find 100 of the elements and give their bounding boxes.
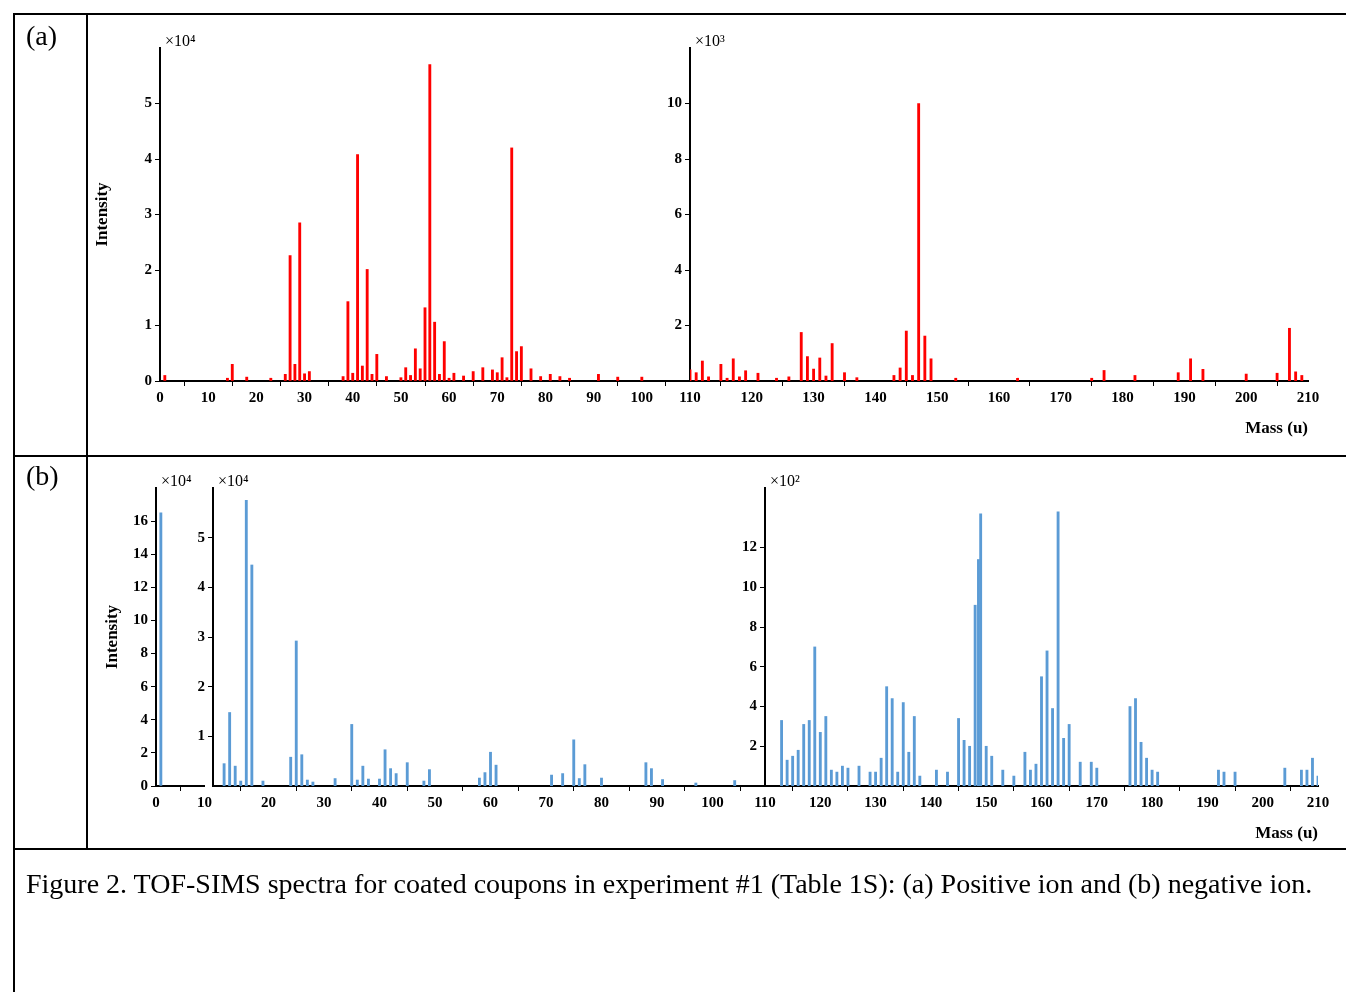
bar — [550, 774, 553, 786]
bar — [558, 376, 562, 381]
x-tick-label: 150 — [925, 388, 949, 405]
bar — [912, 716, 916, 786]
bar — [539, 376, 543, 381]
bar — [694, 782, 698, 786]
bar — [233, 765, 237, 786]
bar — [1051, 708, 1054, 786]
bar — [968, 745, 972, 786]
x-tick-label: 60 — [441, 388, 457, 405]
x-tick-label: 70 — [538, 793, 554, 810]
x-tick-label: 170 — [1049, 388, 1073, 405]
bar — [572, 739, 576, 786]
x-tick-label: 120 — [809, 793, 832, 810]
bar — [385, 376, 388, 381]
bar — [785, 759, 789, 786]
bar — [489, 751, 492, 786]
bar — [228, 712, 232, 786]
annotation: ×10⁴ — [161, 472, 193, 490]
bar — [1299, 769, 1303, 786]
bar — [807, 720, 811, 786]
bar — [1150, 769, 1154, 786]
bar — [307, 371, 311, 381]
x-tick-label: 20 — [248, 388, 264, 405]
bar — [222, 763, 226, 786]
bar — [644, 762, 648, 786]
bar — [616, 376, 620, 381]
bar — [813, 646, 817, 786]
y-tick-label: 1 — [197, 727, 205, 744]
bar — [519, 346, 523, 381]
bar — [661, 779, 664, 786]
bar — [824, 716, 828, 786]
caption: Figure 2. TOF-SIMS spectra for coated coupons in experiment #1 (Table 1S): (a) Positive ion and (b) negative ion. — [26, 867, 1314, 901]
bar — [874, 771, 878, 786]
bar — [738, 376, 741, 381]
bar — [868, 771, 872, 786]
x-tick-label: 40 — [372, 793, 387, 810]
x-tick-label: 150 — [974, 793, 998, 810]
x-tick-label: 60 — [483, 793, 498, 810]
x-tick-label: 180 — [1111, 388, 1134, 405]
x-tick-label: 190 — [1196, 793, 1219, 810]
x-tick-label: 130 — [864, 793, 887, 810]
bar — [394, 773, 398, 786]
bar — [447, 377, 451, 381]
bar — [355, 779, 359, 786]
y-tick-label: 14 — [133, 545, 149, 562]
bar — [1090, 377, 1094, 381]
y-tick-label: 1 — [144, 316, 152, 333]
bar — [350, 724, 354, 786]
y-tick-label: 2 — [140, 743, 148, 760]
y-tick-label: 4 — [749, 697, 758, 714]
x-tick-label: 200 — [1234, 388, 1258, 405]
bar — [904, 330, 908, 381]
x-tick-label: 50 — [427, 793, 443, 810]
x-tick-label: 70 — [489, 388, 505, 405]
bar — [333, 778, 337, 786]
bar — [378, 778, 381, 786]
bar — [452, 372, 456, 381]
bar — [1040, 676, 1043, 786]
bar — [1283, 767, 1287, 786]
x-axis-title: Mass (u) — [1245, 418, 1308, 438]
annotation: ×10² — [770, 472, 801, 490]
bar — [787, 376, 791, 381]
bar — [481, 367, 485, 381]
bar — [707, 376, 710, 381]
y-tick-label: 5 — [197, 528, 205, 545]
y-tick-label: 5 — [144, 94, 152, 111]
y-tick-label: 10 — [742, 578, 757, 595]
y-tick-label: 10 — [667, 94, 682, 111]
bar — [515, 351, 518, 381]
bar — [239, 780, 243, 786]
bar — [1294, 371, 1298, 381]
bar — [404, 367, 408, 381]
x-tick-label: 140 — [919, 793, 943, 810]
bar — [1189, 358, 1193, 381]
bar — [979, 513, 983, 786]
bar — [428, 769, 431, 786]
y-tick-label: 3 — [144, 205, 152, 222]
bar — [946, 771, 949, 786]
bar — [898, 367, 902, 381]
bar — [775, 377, 778, 381]
y-tick-label: 16 — [133, 511, 149, 528]
bar — [1062, 737, 1066, 786]
bar — [360, 365, 364, 381]
bar — [744, 370, 748, 381]
bar — [298, 222, 302, 381]
bar — [303, 373, 306, 381]
y-tick-label: 2 — [197, 677, 205, 694]
y-tick-label: 8 — [140, 644, 148, 661]
bar — [843, 372, 846, 381]
bar — [311, 781, 315, 786]
bar — [399, 377, 403, 381]
bar — [1078, 761, 1082, 786]
y-tick-label: 6 — [674, 205, 683, 222]
y-axis-title: Intensity — [91, 181, 111, 247]
bar — [351, 372, 355, 381]
bar — [896, 771, 900, 786]
bar — [802, 724, 806, 786]
y-tick-label: 3 — [197, 627, 205, 644]
bar — [818, 357, 822, 381]
